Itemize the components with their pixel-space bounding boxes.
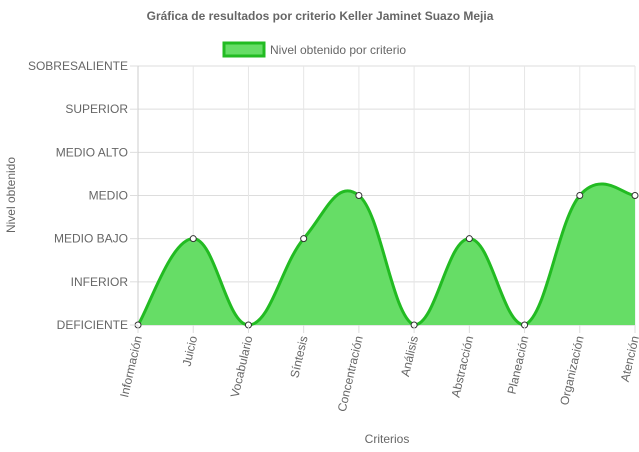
plot-area: [134, 182, 639, 329]
x-tick-label: Organización: [557, 335, 587, 407]
x-tick-label: Vocabulario: [228, 334, 256, 399]
y-tick-label: MEDIO: [89, 189, 128, 203]
x-tick-label: Análisis: [398, 335, 421, 378]
y-tick-label: MEDIO ALTO: [56, 145, 128, 159]
x-axis: Información Juicio Vocabulario Síntesis Conc…: [117, 325, 639, 413]
x-tick-label: Atención: [618, 335, 639, 384]
data-point-9[interactable]: [631, 192, 639, 199]
x-tick-label: Juicio: [180, 334, 201, 367]
y-tick-label: SOBRESALIENTE: [28, 59, 128, 73]
legend-label: Nivel obtenido por criterio: [270, 43, 406, 57]
data-point-6[interactable]: [465, 235, 473, 243]
y-tick-label: DEFICIENTE: [57, 318, 128, 332]
x-tick-label: Síntesis: [287, 335, 310, 380]
y-tick-label: SUPERIOR: [65, 102, 128, 116]
x-tick-label: Concentración: [335, 335, 366, 414]
legend-swatch: [222, 41, 266, 58]
legend[interactable]: Nivel obtenido por criterio: [222, 41, 406, 58]
series-line: [136, 182, 636, 327]
y-tick-label: MEDIO BAJO: [54, 232, 128, 246]
data-point-3[interactable]: [300, 235, 308, 243]
data-point-1[interactable]: [189, 235, 197, 243]
series-area: [138, 183, 635, 325]
y-axis: DEFICIENTE INFERIOR MEDIO BAJO MEDIO MEDIO A…: [28, 59, 138, 332]
chart-title: Gráfica de resultados por criterio Kelle…: [147, 9, 494, 23]
x-axis-title: Criterios: [365, 432, 410, 446]
x-tick-label: Abstracción: [449, 335, 477, 399]
data-point-4[interactable]: [355, 192, 363, 199]
x-tick-label: Información: [117, 335, 145, 399]
y-tick-label: INFERIOR: [71, 275, 129, 289]
x-tick-label: Planeación: [504, 335, 531, 396]
y-axis-title: Nivel obtenido: [4, 157, 18, 233]
data-point-8[interactable]: [576, 192, 584, 199]
